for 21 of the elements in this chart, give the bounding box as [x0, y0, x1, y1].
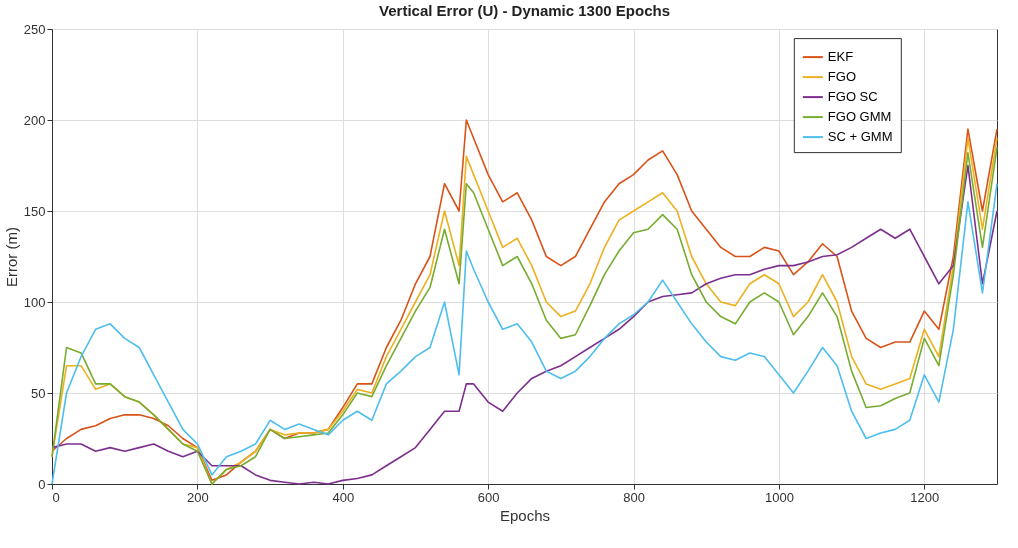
y-tick-label: 0 [38, 476, 46, 492]
legend-label: SC + GMM [827, 129, 893, 145]
x-tick-label: 1200 [910, 489, 940, 505]
legend-label: FGO [827, 69, 856, 85]
x-tick-label: 200 [187, 489, 209, 505]
legend-label: EKF [827, 49, 854, 65]
x-tick-label: 0 [52, 489, 60, 505]
x-tick-label: 800 [623, 489, 645, 505]
y-tick-label: 200 [23, 112, 46, 128]
y-tick-label: 50 [31, 385, 46, 401]
y-tick-label: 250 [23, 21, 46, 37]
y-tick-label: 150 [23, 203, 46, 219]
legend-label: FGO SC [827, 89, 878, 105]
x-tick-label: 400 [332, 489, 355, 505]
y-tick-label: 100 [23, 294, 46, 310]
chart-title: Vertical Error (U) - Dynamic 1300 Epochs [379, 2, 670, 19]
x-tick-label: 1000 [764, 489, 794, 505]
x-axis-title: Epochs [499, 506, 551, 524]
x-tick-label: 600 [477, 489, 500, 505]
legend-label: FGO GMM [827, 109, 892, 125]
y-axis-title: Error (m) [2, 227, 20, 287]
